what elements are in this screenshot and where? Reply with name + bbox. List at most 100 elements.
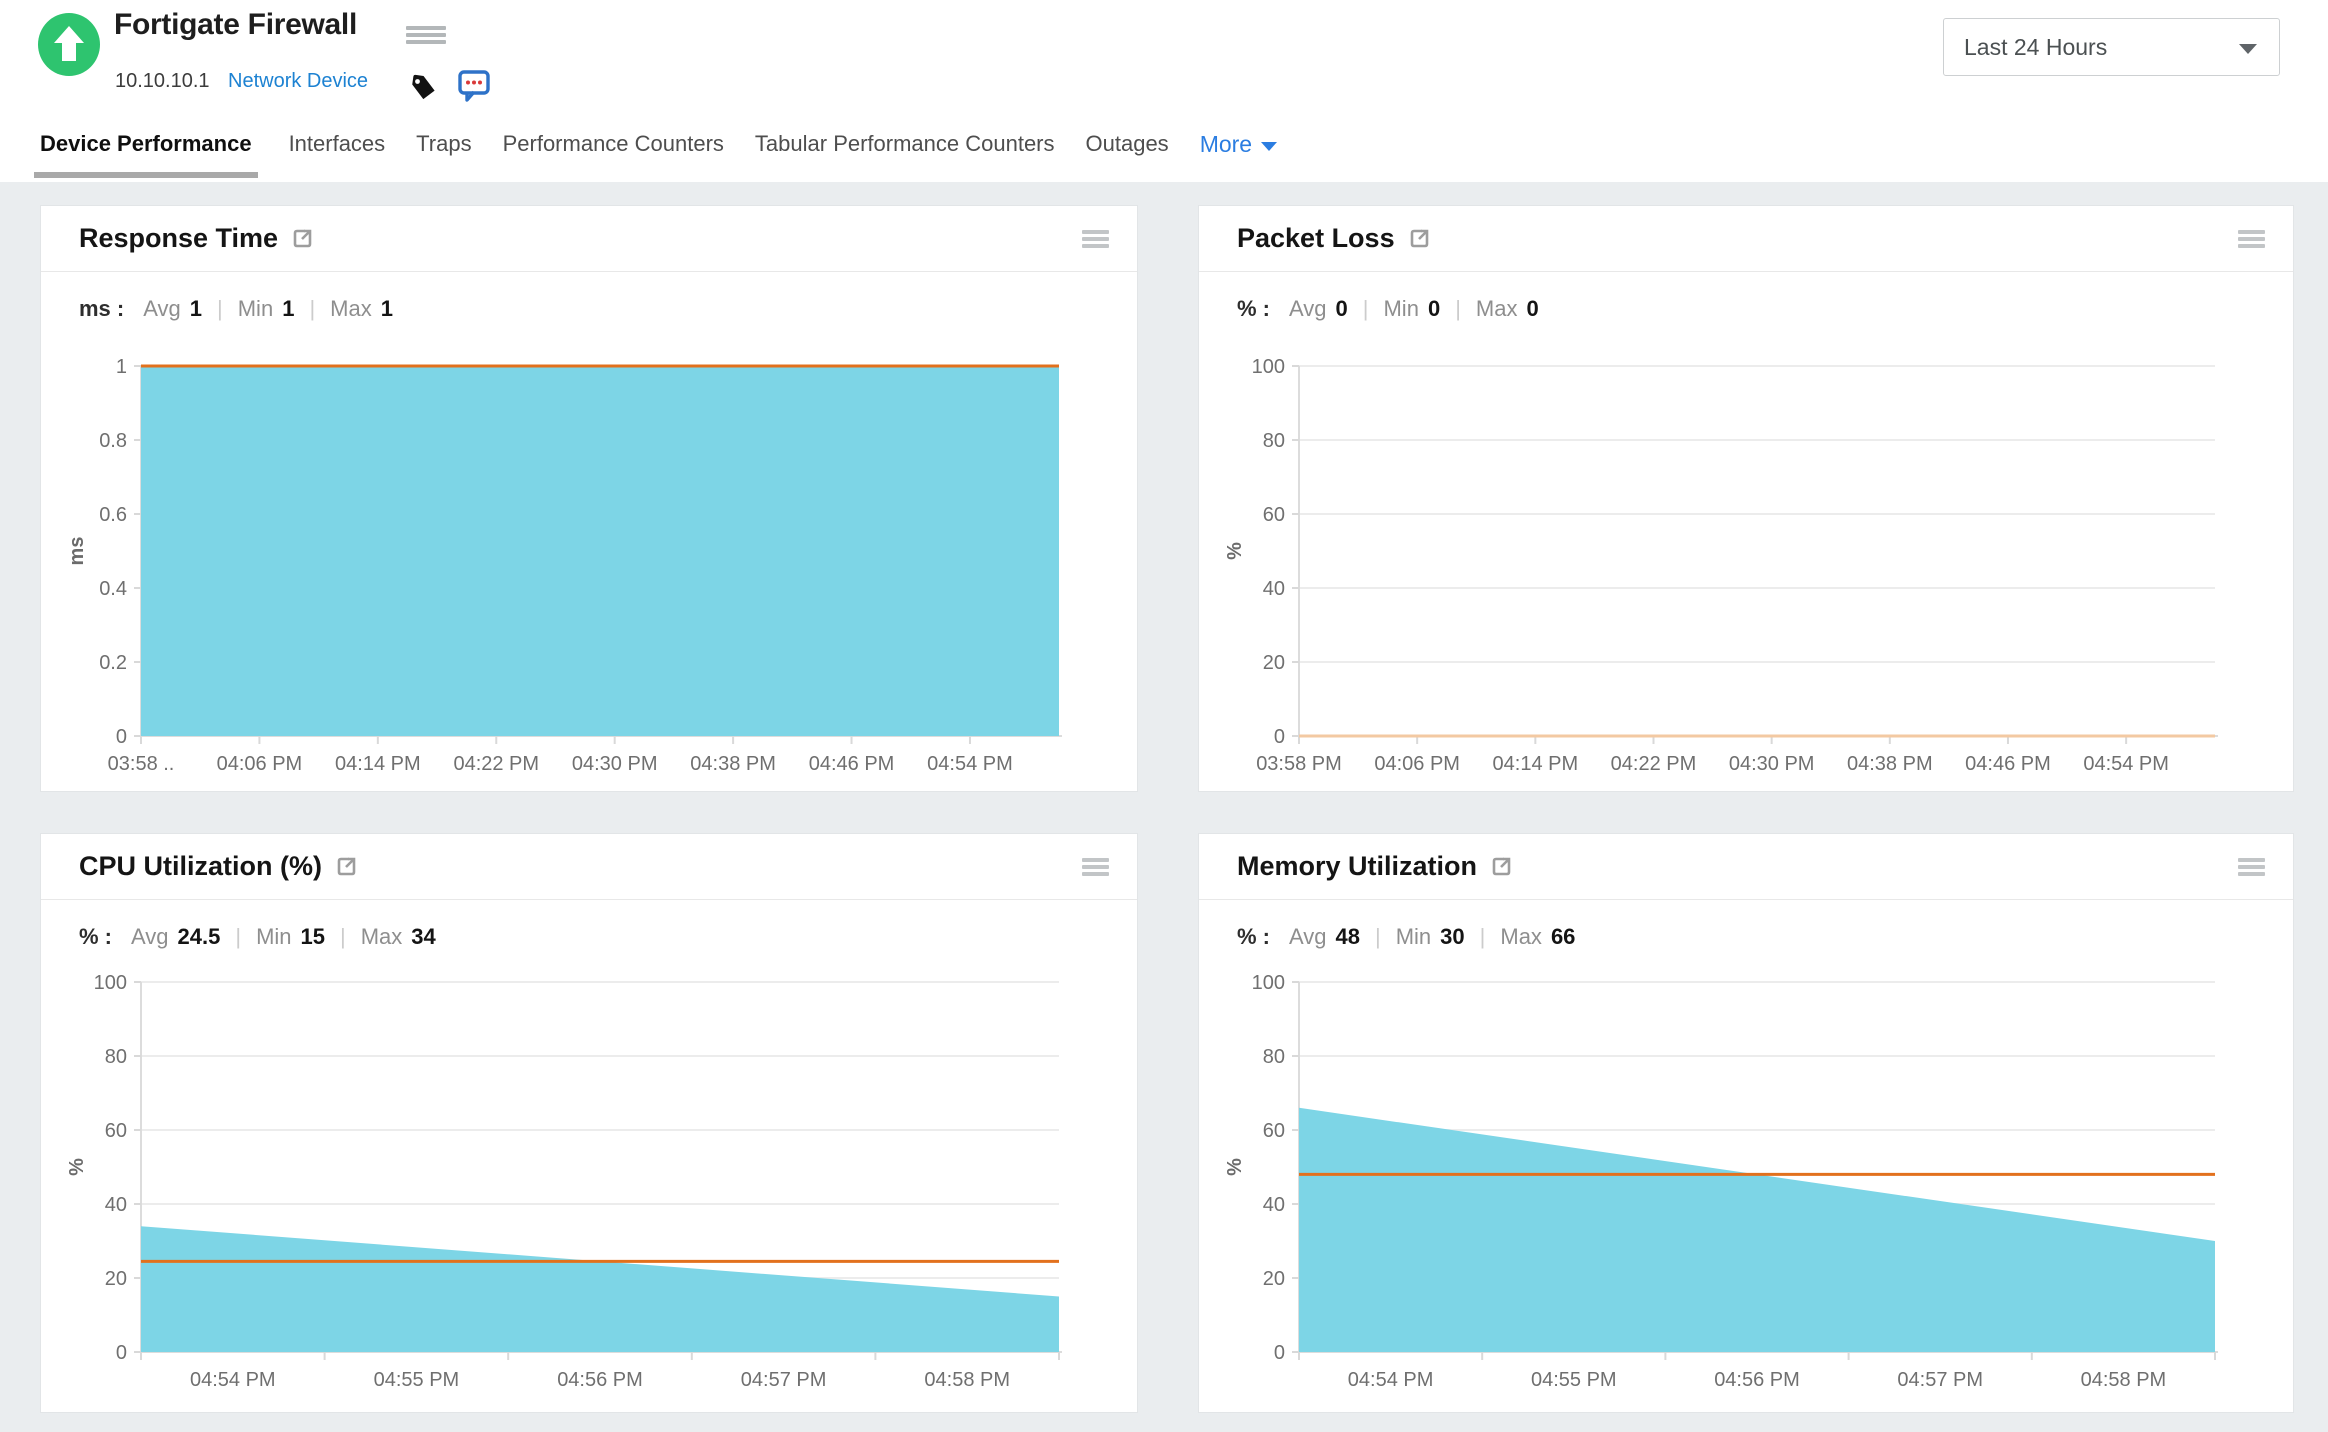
- svg-text:60: 60: [105, 1120, 127, 1142]
- card-menu-icon[interactable]: [2238, 858, 2265, 876]
- svg-text:80: 80: [1263, 430, 1285, 452]
- area-series: [141, 366, 1059, 736]
- svg-text:04:54 PM: 04:54 PM: [927, 753, 1013, 775]
- device-type-link[interactable]: Network Device: [228, 70, 369, 92]
- stat-min-value: 30: [1440, 924, 1465, 949]
- svg-text:04:58 PM: 04:58 PM: [924, 1369, 1010, 1391]
- comment-icon[interactable]: [458, 70, 492, 107]
- open-in-new-icon[interactable]: [1491, 856, 1512, 882]
- tab-tabular-performance-counters[interactable]: Tabular Performance Counters: [754, 131, 1055, 156]
- tab-interfaces[interactable]: Interfaces: [288, 131, 386, 156]
- svg-text:03:58 ..: 03:58 ..: [108, 753, 175, 775]
- svg-text:04:30 PM: 04:30 PM: [1729, 753, 1815, 775]
- dashboard-content: Response Time ms : Avg 1 | Min 1 | Max 1…: [0, 182, 2328, 1432]
- svg-text:80: 80: [1263, 1046, 1285, 1068]
- svg-text:%: %: [1224, 542, 1246, 560]
- stat-separator: |: [309, 296, 316, 321]
- chart-stats: % : Avg 48 | Min 30 | Max 66: [1237, 924, 1575, 950]
- svg-text:04:14 PM: 04:14 PM: [335, 753, 421, 775]
- device-tabs: Device Performance Interfaces Traps Perf…: [34, 131, 1278, 178]
- stat-max-label: Max: [360, 924, 403, 949]
- tag-icon[interactable]: [408, 72, 440, 109]
- svg-text:04:14 PM: 04:14 PM: [1493, 753, 1579, 775]
- stat-max-label: Max: [1475, 296, 1518, 321]
- tab-traps[interactable]: Traps: [416, 131, 472, 156]
- chart-svg: 0 20 40 60 80 100 04:54 PM 04:55 PM 04:56 PM 04:5…: [1224, 972, 2218, 1391]
- tab-device-performance[interactable]: Device Performance: [34, 131, 258, 178]
- stat-separator: |: [1362, 296, 1369, 321]
- svg-text:80: 80: [105, 1046, 127, 1068]
- stat-min-value: 15: [300, 924, 325, 949]
- stat-unit: % :: [79, 924, 112, 949]
- stat-avg-value: 24.5: [177, 924, 221, 949]
- stat-unit: ms :: [79, 296, 125, 321]
- stat-max-value: 66: [1550, 924, 1576, 949]
- stat-separator: |: [235, 924, 242, 949]
- svg-text:04:22 PM: 04:22 PM: [453, 753, 539, 775]
- open-in-new-icon[interactable]: [336, 856, 357, 882]
- svg-text:0: 0: [1274, 726, 1285, 748]
- svg-text:%: %: [66, 1158, 88, 1176]
- card-title: Response Time: [79, 223, 279, 253]
- chart-stats: ms : Avg 1 | Min 1 | Max 1: [79, 296, 393, 322]
- svg-text:60: 60: [1263, 504, 1285, 526]
- stat-min-label: Min: [1395, 924, 1432, 949]
- svg-text:ms: ms: [66, 537, 88, 566]
- stat-avg-label: Avg: [1289, 924, 1327, 949]
- svg-text:40: 40: [1263, 1194, 1285, 1216]
- stat-separator: |: [340, 924, 346, 949]
- svg-text:04:46 PM: 04:46 PM: [809, 753, 895, 775]
- svg-text:100: 100: [94, 972, 127, 994]
- svg-text:0.6: 0.6: [99, 504, 127, 526]
- svg-text:100: 100: [1252, 356, 1285, 378]
- svg-text:40: 40: [105, 1194, 127, 1216]
- device-actions-menu-icon[interactable]: [406, 26, 446, 48]
- svg-text:04:56 PM: 04:56 PM: [1714, 1369, 1800, 1391]
- card-packet-loss: Packet Loss % : Avg 0 | Min 0 | Max 0 0 2…: [1198, 205, 2294, 792]
- card-menu-icon[interactable]: [1082, 230, 1109, 248]
- stat-min-label: Min: [237, 296, 274, 321]
- open-in-new-icon[interactable]: [292, 228, 313, 254]
- packet-loss-chart: 0 20 40 60 80 100 03:58 PM 04:06 PM 04:14 PM 04:2…: [1199, 356, 2293, 781]
- stat-max-value: 0: [1526, 296, 1539, 321]
- stat-max-value: 1: [380, 296, 393, 321]
- svg-text:0: 0: [116, 1342, 127, 1364]
- svg-text:04:30 PM: 04:30 PM: [572, 753, 658, 775]
- open-in-new-icon[interactable]: [1409, 228, 1430, 254]
- svg-text:0.8: 0.8: [99, 430, 127, 452]
- svg-text:20: 20: [105, 1268, 127, 1290]
- chart-stats: % : Avg 24.5 | Min 15 | Max 34: [79, 924, 436, 950]
- stat-separator: |: [217, 296, 223, 321]
- tab-performance-counters[interactable]: Performance Counters: [502, 131, 724, 156]
- stat-avg-label: Avg: [143, 296, 181, 321]
- tab-outages[interactable]: Outages: [1085, 131, 1169, 156]
- stat-min-value: 0: [1427, 296, 1441, 321]
- svg-text:20: 20: [1263, 652, 1285, 674]
- chevron-down-icon: [1261, 142, 1278, 151]
- area-series: [1299, 1107, 2215, 1352]
- response-time-chart: 0 0.2 0.4 0.6 0.8 1 03:58 .. 04:06 PM 04:14 PM 04…: [41, 356, 1137, 781]
- svg-text:60: 60: [1263, 1120, 1285, 1142]
- svg-text:0.2: 0.2: [99, 652, 127, 674]
- svg-text:04:54 PM: 04:54 PM: [2083, 753, 2169, 775]
- stat-min-label: Min: [256, 924, 292, 949]
- card-menu-icon[interactable]: [1082, 858, 1109, 876]
- device-ip: 10.10.10.1: [115, 70, 210, 92]
- svg-text:04:06 PM: 04:06 PM: [1374, 753, 1460, 775]
- card-memory-utilization: Memory Utilization % : Avg 48 | Min 30 |…: [1198, 833, 2294, 1413]
- svg-text:04:54 PM: 04:54 PM: [1348, 1369, 1434, 1391]
- svg-text:0.4: 0.4: [99, 578, 127, 600]
- card-title: Packet Loss: [1237, 223, 1395, 253]
- time-range-selected: Last 24 Hours: [1964, 34, 2108, 60]
- chevron-down-icon: [2239, 44, 2257, 54]
- cpu-utilization-chart: 0 20 40 60 80 100 04:54 PM 04:55 PM 04:56 PM 04:5…: [41, 972, 1137, 1397]
- stat-avg-value: 48: [1335, 924, 1360, 949]
- stat-avg-label: Avg: [1289, 296, 1327, 321]
- stat-unit: % :: [1237, 924, 1270, 949]
- card-menu-icon[interactable]: [2238, 230, 2265, 248]
- svg-text:20: 20: [1263, 1268, 1285, 1290]
- time-range-dropdown[interactable]: Last 24 Hours: [1943, 18, 2280, 76]
- tab-more[interactable]: More: [1200, 131, 1278, 158]
- stat-avg-label: Avg: [131, 924, 169, 949]
- stat-avg-value: 1: [189, 296, 203, 321]
